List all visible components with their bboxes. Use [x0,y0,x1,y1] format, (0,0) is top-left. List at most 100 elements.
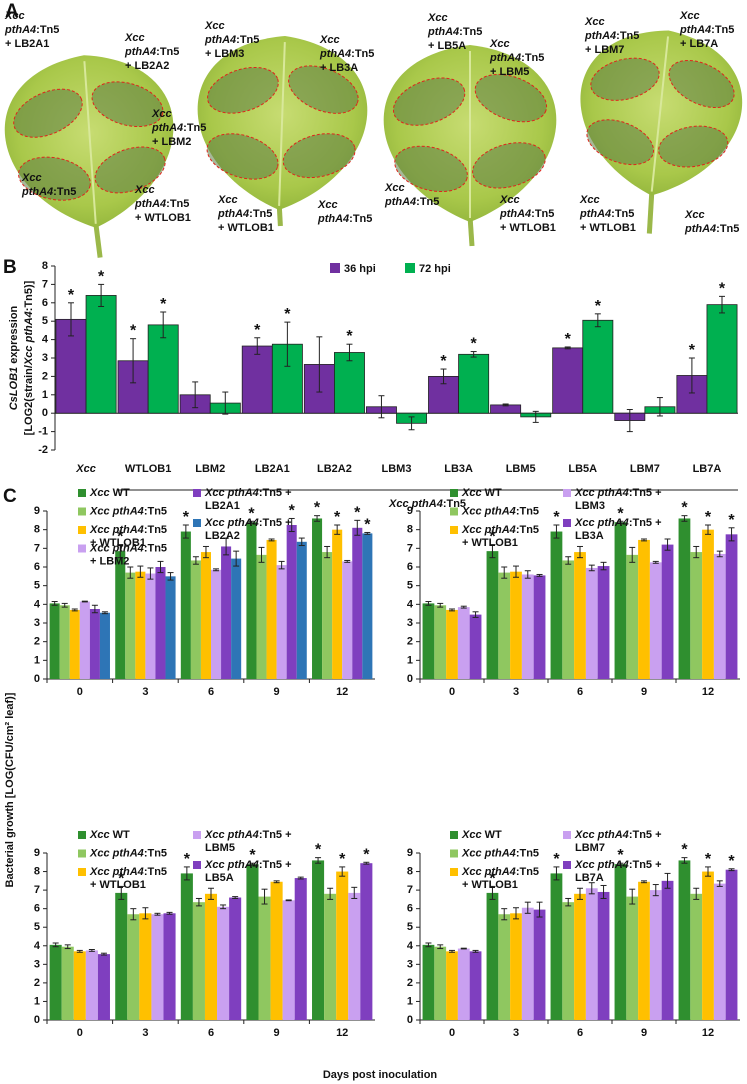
y-tick-label: 9 [34,505,40,517]
significance-mark: * [334,509,341,526]
bar [127,914,140,1020]
error-bar [98,283,105,307]
legend-swatch [330,263,340,273]
bar [713,553,726,679]
significance-mark: * [289,503,296,520]
y-tick-label: 2 [407,977,413,989]
leaf-label: pthA4:Tn5 [499,208,554,220]
significance-mark: * [689,342,696,359]
legend-label: 36 hpi [344,263,376,275]
bar [246,864,259,1020]
bar [190,560,201,679]
y-tick-label: 2 [42,370,48,382]
bar [211,569,222,679]
x-tick-label: LBM7 [630,463,660,475]
panel-label: C [3,486,17,507]
x-tick-label: LB2A2 [317,463,352,475]
y-tick-label: 3 [407,617,413,629]
error-bar [705,866,711,877]
leaf-midrib [278,42,286,206]
significance-mark: * [471,336,478,353]
legend-swatch [563,831,571,839]
y-tick-label: 5 [407,921,413,933]
bar [626,554,639,679]
leaf-stem [646,189,655,234]
leaf-label: + LBM2 [152,136,191,148]
bar [725,869,738,1020]
x-axis-label: Days post inoculation [323,1069,438,1081]
bar [352,527,363,679]
error-bar [728,868,735,872]
error-bar [346,343,353,362]
error-bar [524,570,531,579]
error-bar [268,538,275,542]
bar [322,552,333,679]
lesion [288,65,359,114]
lesion [94,146,166,194]
legend-swatch [78,526,86,534]
leaf-label: pthA4:Tn5 [684,223,739,235]
error-bar [249,862,256,866]
significance-mark: * [339,851,346,868]
y-axis-label: CsLOB1 expression [8,305,20,410]
y-tick-label: 9 [34,847,40,859]
bar [458,353,490,414]
bar [626,896,639,1020]
legend-label: Xcc WT [461,829,502,841]
bar [533,909,546,1020]
bar [638,539,650,679]
bar [690,893,703,1020]
legend-swatch [563,489,571,497]
legend-label: Xcc pthA4:Tn5 + LBM5 [204,829,295,854]
legend-label: Xcc pthA4:Tn5 + WTLOB1 [461,866,542,891]
error-bar [127,566,134,579]
leaf-label: + LB5A [428,40,466,52]
legend-label: Xcc pthA4:Tn5 [89,505,167,517]
bar [115,892,128,1020]
bar [446,609,458,679]
y-tick-label: 8 [407,865,413,877]
leaf-label: + WTLOB1 [135,212,191,224]
significance-mark: * [314,500,321,517]
error-bar [629,546,636,563]
significance-mark: * [553,509,560,526]
lesion [394,145,468,193]
error-bar [641,880,647,884]
error-bar [334,524,341,535]
bar [85,295,117,414]
bar [649,890,662,1020]
bar [163,913,176,1020]
bar [246,522,257,679]
error-bar [693,545,700,559]
x-tick-label: 3 [142,686,148,698]
x-tick-label: 9 [641,686,647,698]
bar [614,522,627,679]
x-tick-label: 12 [336,686,348,698]
error-bar [61,602,68,608]
significance-mark: * [489,871,496,888]
error-bar [600,884,607,899]
bar [139,913,152,1020]
significance-mark: * [440,353,447,370]
legend-label: Xcc pthA4:Tn5 [461,505,539,517]
bar [256,554,267,679]
bar [574,552,586,679]
lesion [91,81,164,128]
leaf-label: + WTLOB1 [218,222,274,234]
lesion [474,73,548,123]
bar [258,896,271,1020]
leaf-label: Xcc [4,10,25,22]
significance-mark: * [118,871,125,888]
y-tick-label: 9 [407,847,413,859]
x-tick-label: LBM5 [506,463,536,475]
legend-swatch [450,868,458,876]
error-bar [64,944,71,950]
bar [434,946,447,1020]
error-bar [460,605,467,609]
significance-mark: * [728,512,735,529]
y-tick-label: 6 [407,561,413,573]
error-bar [705,524,711,535]
error-bar [220,904,227,910]
legend-swatch [193,861,201,869]
